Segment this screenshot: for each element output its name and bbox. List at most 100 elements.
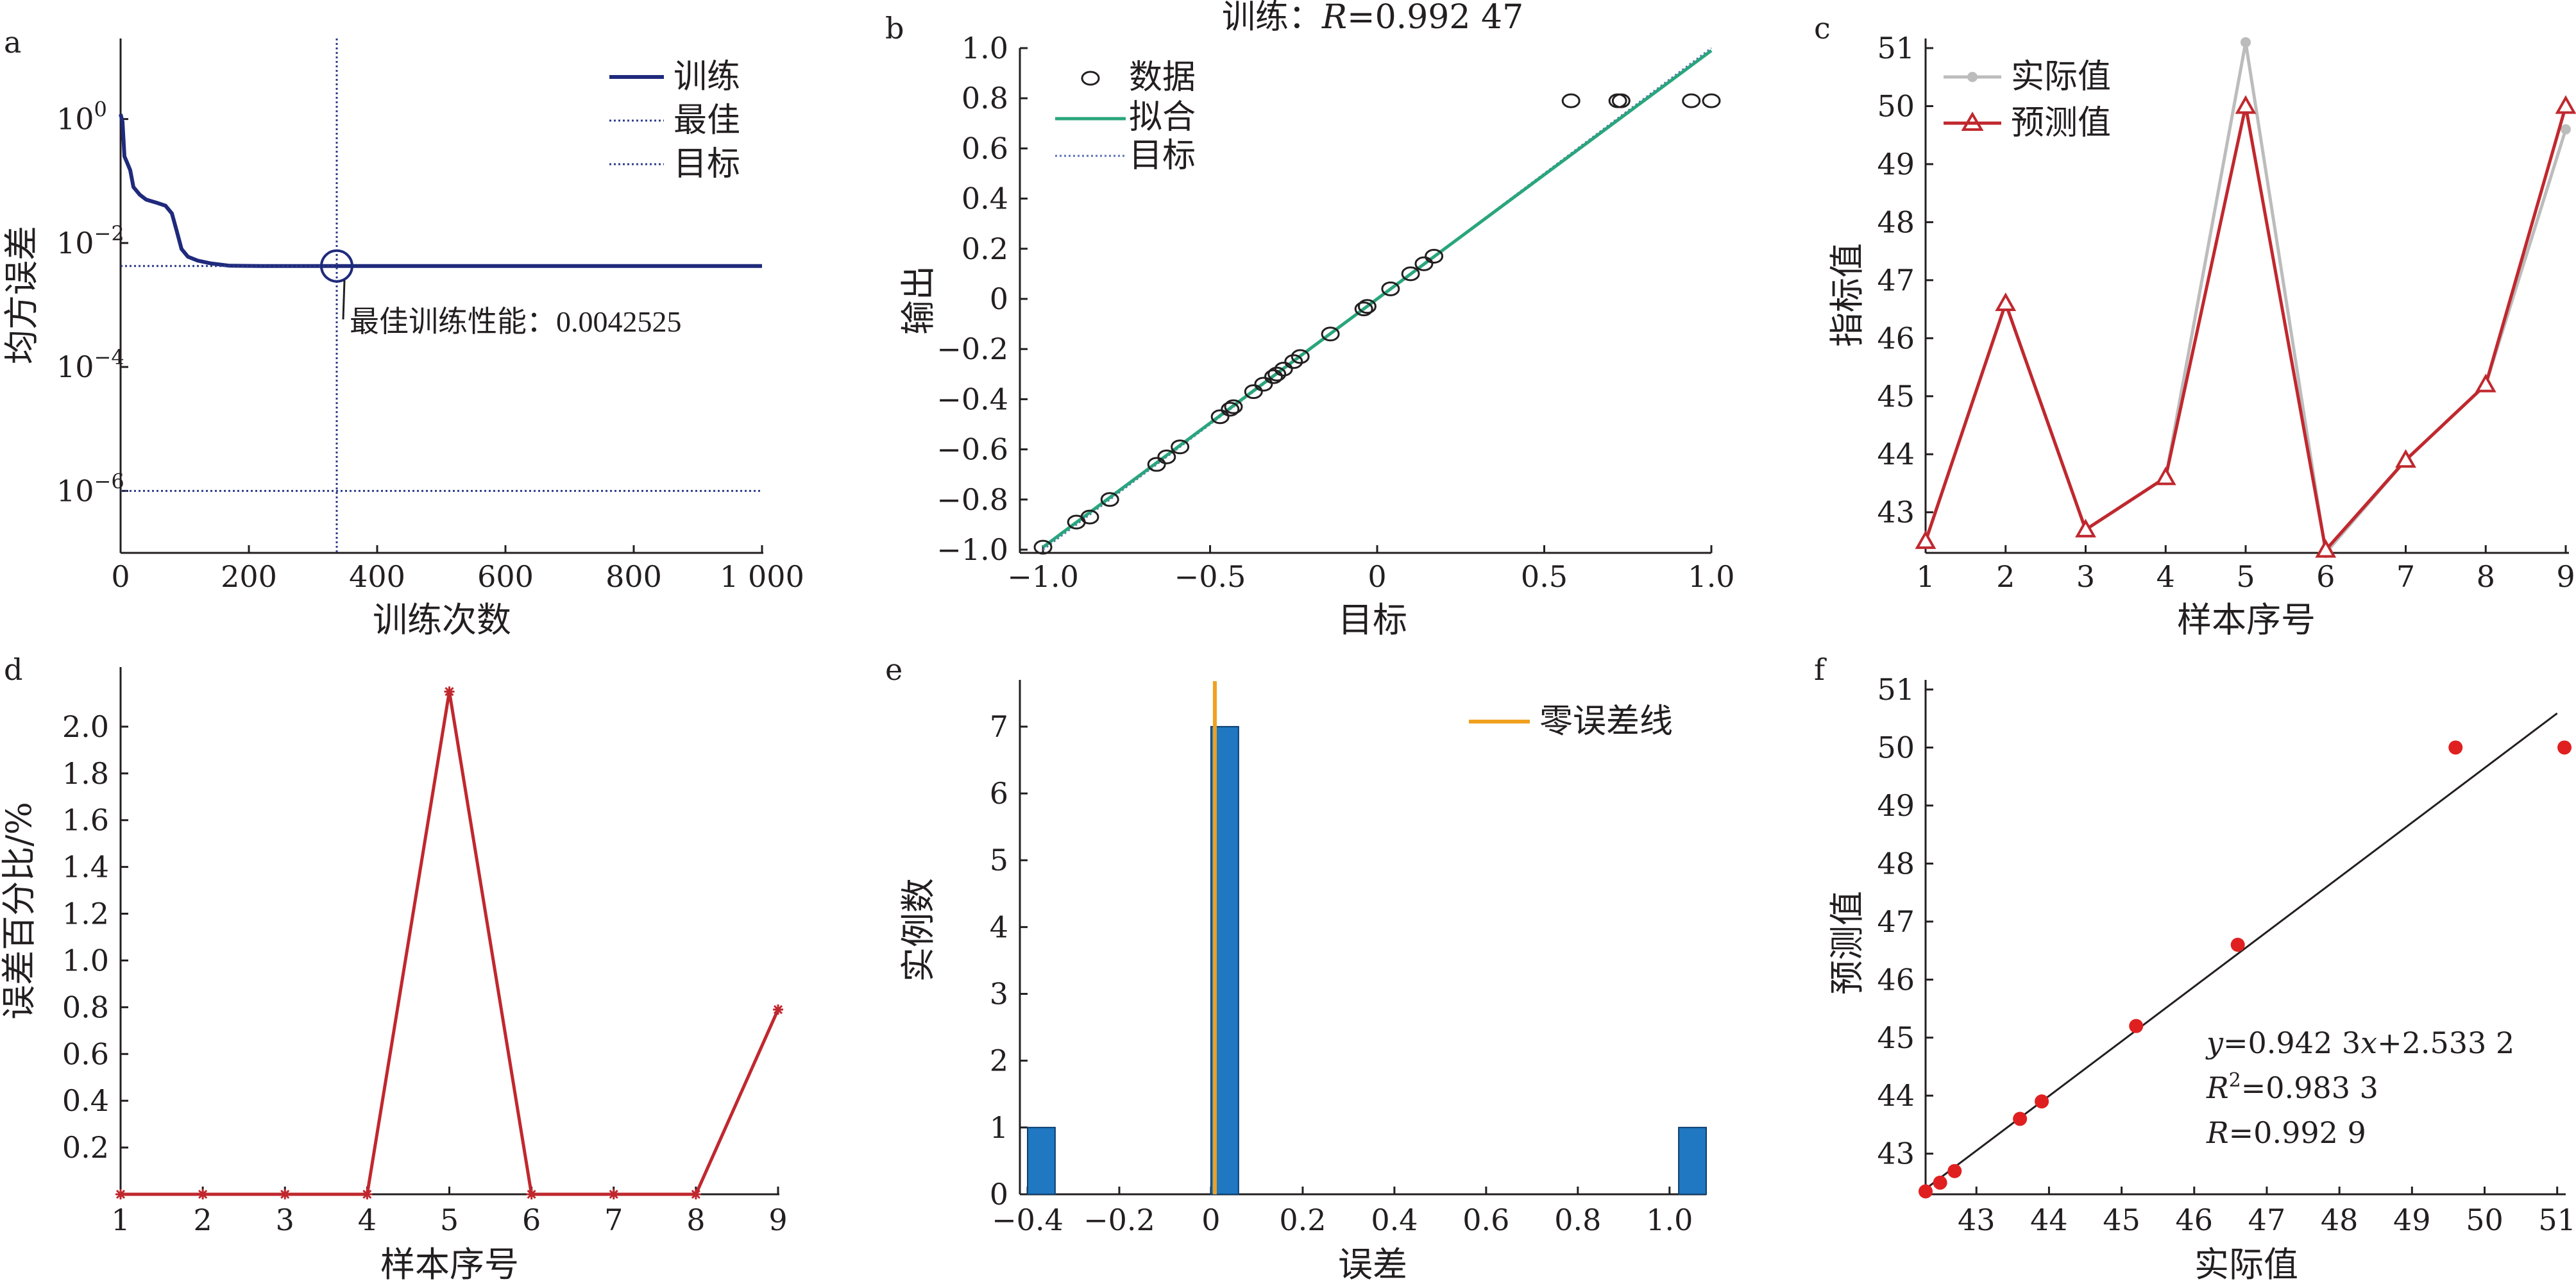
x-tick-label: 3: [2076, 559, 2095, 594]
data-point: [1033, 539, 1053, 555]
predicted-point: [2315, 539, 2337, 558]
panel-c-label: c: [1814, 11, 1831, 46]
panel-b: b 训练：R=0.992 47 −1.0 −0.5 0 0.5 1.0 1.0 0.8 0.…: [885, 0, 1735, 640]
panel-a-ylabel: 均方误差: [1, 226, 42, 364]
panel-b-legend: 数据 拟合 目标: [1055, 58, 1196, 175]
x-tick-label: 6: [2316, 559, 2335, 594]
data-point: [1291, 349, 1310, 364]
legend-train-label: 训练: [674, 58, 740, 96]
train-line: [119, 114, 762, 268]
panel-e-legend: 零误差线: [1469, 702, 1673, 741]
data-point: [1264, 369, 1284, 384]
x-tick-label: 3: [276, 1203, 294, 1237]
y-tick-label: 45: [1877, 379, 1915, 414]
legend-goal-label: 目标: [674, 145, 740, 183]
y-tick-label: 43: [1877, 1137, 1915, 1171]
y-tick-label: −0.8: [936, 482, 1008, 517]
x-tick-label: 8: [2477, 559, 2495, 594]
panel-e-plot-area: [1027, 681, 1707, 1195]
panel-f-label: f: [1814, 652, 1827, 687]
y-tick-label: 43: [1877, 495, 1915, 530]
y-tick-label: 10−6: [56, 469, 124, 508]
panel-b-title: 训练：R=0.992 47: [1222, 0, 1523, 37]
data-point: [1224, 399, 1243, 414]
panel-a-xlabel: 训练次数: [373, 600, 511, 640]
panel-c-x-ticks: 1 2 3 4 5 6 7 8 9: [1916, 545, 2575, 594]
x-tick-label: 600: [477, 559, 534, 594]
x-tick-label: 5: [2236, 559, 2255, 594]
x-tick-label: 5: [440, 1203, 459, 1237]
data-point: [1933, 1175, 1947, 1190]
regression-line: [1925, 712, 2558, 1190]
x-tick-label: 0.4: [1371, 1203, 1418, 1237]
legend-best-label: 最佳: [674, 101, 740, 140]
x-tick-label: 1.0: [1688, 559, 1734, 594]
y-tick-label: 45: [1877, 1020, 1915, 1055]
data-point: [2448, 740, 2463, 755]
fit-line: [1042, 49, 1713, 549]
x-tick-label: 9: [2556, 559, 2575, 594]
y-tick-label: 0: [990, 282, 1008, 316]
data-point: [1147, 457, 1166, 472]
data-point: [1210, 409, 1230, 425]
x-tick-label: 44: [2030, 1203, 2068, 1237]
histogram-bar: [1678, 1126, 1707, 1195]
panel-f-ylabel: 预测值: [1827, 891, 1867, 995]
panel-f-y-ticks: 43 44 45 46 47 48 49 50 51: [1877, 672, 1933, 1171]
y-tick-label: −0.2: [936, 332, 1008, 366]
x-tick-label: 1 000: [720, 559, 804, 594]
y-tick-label: 0.4: [62, 1083, 109, 1118]
histogram-bar: [1027, 1126, 1056, 1195]
y-tick-label: 1.0: [962, 31, 1008, 65]
predicted-line: [1924, 105, 2568, 554]
x-tick-label: 4: [2157, 559, 2175, 594]
y-tick-label: 50: [1877, 730, 1915, 765]
y-tick-label: 1.0: [62, 943, 109, 977]
y-tick-label: −0.6: [936, 432, 1008, 467]
data-point: [2129, 1019, 2144, 1033]
y-tick-label: 6: [990, 776, 1008, 811]
panel-d-xlabel: 样本序号: [380, 1244, 519, 1285]
data-point: [2230, 938, 2245, 952]
data-point: [1425, 249, 1444, 264]
y-tick-label: 47: [1877, 904, 1915, 939]
x-tick-label: 7: [604, 1203, 623, 1237]
error-point: [115, 1189, 126, 1199]
error-line: [121, 691, 780, 1196]
data-point: [1947, 1163, 1962, 1178]
y-tick-label: 48: [1877, 205, 1915, 239]
y-tick-label: 1.2: [62, 897, 109, 931]
panel-c-xlabel: 样本序号: [2177, 600, 2316, 640]
panel-a-legend: 训练 最佳 目标: [609, 58, 740, 183]
data-point: [1080, 509, 1099, 525]
panel-e: e −0.4 −0.2 0 0.2 0.4 0.6 0.8 1.0 0 1 2 3 4 5 6 7 误差 实…: [885, 652, 1707, 1285]
error-point: [690, 1189, 701, 1199]
predicted-point: [2075, 518, 2096, 537]
y-tick-label: 3: [990, 977, 1008, 1011]
panel-e-y-ticks: 0 1 2 3 4 5 6 7: [990, 709, 1028, 1212]
data-point: [1284, 354, 1303, 369]
panel-e-xlabel: 误差: [1338, 1244, 1407, 1285]
x-tick-label: 6: [522, 1203, 541, 1237]
x-tick-label: −0.2: [1083, 1203, 1155, 1237]
panel-c-y-ticks: 43 44 45 46 47 48 49 50 51: [1877, 31, 1933, 530]
x-tick-label: 7: [2396, 559, 2415, 594]
y-tick-label: 1.4: [62, 850, 109, 884]
x-tick-label: 47: [2248, 1203, 2286, 1237]
panel-b-label: b: [885, 11, 904, 46]
predicted-point: [2235, 95, 2257, 114]
y-tick-label: 51: [1877, 31, 1915, 65]
y-tick-label: 0.6: [62, 1036, 109, 1071]
panel-d: d 1 2 3 4 5 6 7 8 9 0.2 0.4 0.6 0.8 1.0 1.2 1.4 1.6 1.8 2…: [0, 652, 788, 1285]
legend-predicted-label: 预测值: [2011, 104, 2111, 142]
data-point: [1414, 256, 1434, 271]
legend-actual-marker: [1967, 72, 1978, 82]
x-tick-label: 43: [1958, 1203, 1996, 1237]
y-tick-label: 10−4: [56, 345, 124, 384]
legend-zero-line-label: 零误差线: [1539, 702, 1673, 741]
x-tick-label: 49: [2393, 1203, 2431, 1237]
panel-d-ylabel: 误差百分比/%: [0, 802, 39, 1020]
data-point: [1682, 93, 1701, 108]
panel-d-label: d: [4, 652, 22, 687]
x-tick-label: 9: [768, 1203, 787, 1237]
